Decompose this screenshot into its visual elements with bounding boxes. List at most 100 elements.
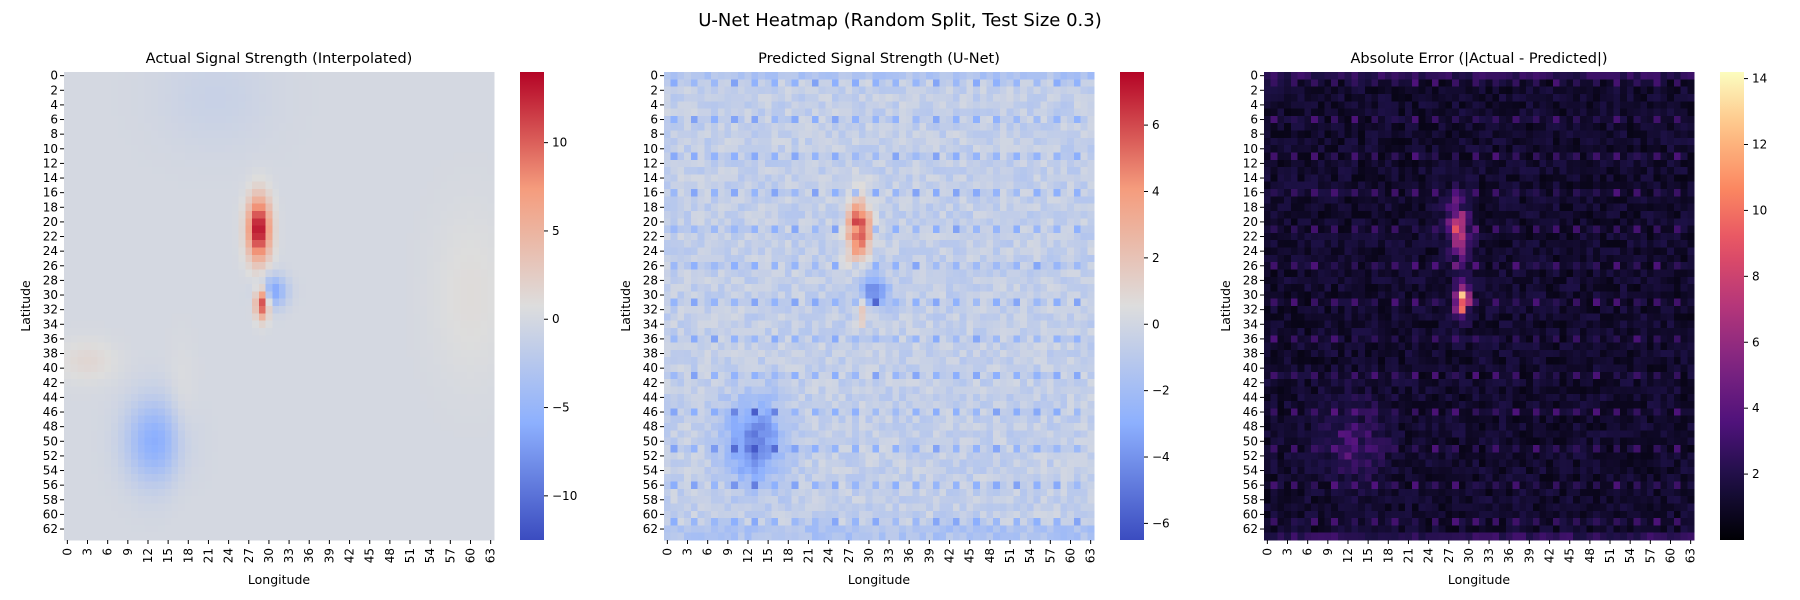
- y-tick-label: 6: [50, 113, 58, 127]
- heatmap-cell: [111, 108, 119, 117]
- heatmap-cell: [480, 254, 488, 263]
- heatmap-cell: [64, 79, 72, 88]
- heatmap-cell: [932, 115, 940, 124]
- heatmap-cell: [1067, 145, 1075, 153]
- heatmap-cell: [111, 86, 119, 95]
- heatmap-cell: [191, 335, 199, 343]
- heatmap-cell: [77, 481, 85, 490]
- heatmap-cell: [258, 510, 266, 519]
- heatmap-cell: [339, 203, 347, 212]
- heatmap-cell: [238, 130, 246, 139]
- heatmap-cell: [144, 108, 152, 117]
- heatmap-cell: [238, 474, 246, 482]
- heatmap-cell: [386, 423, 394, 431]
- heatmap-cell: [279, 488, 287, 497]
- heatmap-cell: [487, 276, 495, 285]
- heatmap-cell: [453, 430, 461, 439]
- heatmap-cell: [90, 430, 98, 439]
- heatmap-cell: [252, 93, 260, 102]
- heatmap-cell: [164, 203, 172, 212]
- heatmap-cell: [299, 284, 307, 292]
- heatmap-cell: [453, 496, 461, 504]
- heatmap-cell: [386, 137, 394, 146]
- heatmap-cell: [339, 86, 347, 95]
- heatmap-cell: [252, 408, 260, 417]
- heatmap-cell: [831, 108, 840, 117]
- heatmap-cell: [279, 189, 287, 197]
- heatmap-cell: [90, 342, 98, 351]
- heatmap-cell: [164, 474, 172, 482]
- heatmap-cell: [151, 496, 159, 504]
- heatmap-cell: [339, 459, 347, 468]
- heatmap-cell: [993, 130, 1001, 139]
- heatmap-cell: [171, 357, 179, 365]
- heatmap-cell: [279, 130, 287, 139]
- heatmap-cell: [205, 254, 213, 263]
- heatmap-cell: [393, 532, 401, 541]
- heatmap-cell: [704, 123, 712, 131]
- heatmap-cell: [885, 152, 893, 161]
- heatmap-cell: [399, 232, 408, 241]
- heatmap-cell: [90, 335, 98, 343]
- heatmap-cell: [433, 196, 441, 205]
- heatmap-cell: [84, 137, 92, 146]
- heatmap-cell: [211, 335, 219, 343]
- heatmap-cell: [899, 108, 907, 117]
- heatmap-cell: [292, 532, 300, 541]
- heatmap-cell: [84, 444, 92, 453]
- heatmap-cell: [352, 386, 361, 395]
- heatmap-cell: [366, 401, 374, 409]
- heatmap-cell: [131, 306, 139, 314]
- heatmap-cell: [433, 232, 441, 241]
- heatmap-cell: [164, 115, 172, 124]
- heatmap-cell: [151, 481, 159, 490]
- heatmap-cell: [1040, 93, 1048, 102]
- heatmap-cell: [332, 481, 340, 490]
- heatmap-cell: [453, 320, 461, 329]
- heatmap-cell: [319, 320, 327, 329]
- heatmap-cell: [272, 196, 280, 205]
- heatmap-cell: [104, 167, 112, 175]
- heatmap-cell: [218, 86, 226, 95]
- heatmap-cell: [218, 313, 226, 322]
- heatmap-cell: [285, 115, 293, 124]
- heatmap-cell: [144, 93, 152, 102]
- heatmap-cell: [272, 115, 280, 124]
- heatmap-cell: [346, 93, 354, 102]
- heatmap-cell: [305, 444, 313, 453]
- heatmap-cell: [258, 108, 266, 117]
- heatmap-cell: [346, 210, 354, 219]
- heatmap-cell: [279, 232, 287, 241]
- heatmap-cell: [84, 437, 92, 446]
- heatmap-cell: [252, 510, 260, 519]
- heatmap-cell: [393, 218, 401, 226]
- heatmap-cell: [784, 152, 793, 161]
- heatmap-cell: [231, 452, 240, 460]
- heatmap-cell: [111, 335, 119, 343]
- heatmap-cell: [164, 488, 172, 497]
- heatmap-cell: [359, 196, 367, 205]
- heatmap-cell: [77, 137, 85, 146]
- heatmap-cell: [359, 313, 367, 322]
- heatmap-cell: [480, 488, 488, 497]
- heatmap-cell: [339, 232, 347, 241]
- heatmap-cell: [97, 408, 105, 417]
- heatmap-cell: [399, 459, 408, 468]
- heatmap-cell: [926, 145, 934, 153]
- heatmap-cell: [305, 320, 313, 329]
- heatmap-cell: [339, 115, 347, 124]
- y-tick-label: 12: [43, 156, 58, 170]
- heatmap-cell: [460, 525, 468, 534]
- heatmap-cell: [171, 342, 179, 351]
- heatmap-cell: [751, 137, 759, 146]
- heatmap-cell: [460, 349, 468, 358]
- heatmap-cell: [245, 79, 253, 88]
- heatmap-cell: [1053, 137, 1061, 146]
- heatmap-cell: [164, 101, 172, 109]
- heatmap-cell: [77, 189, 85, 197]
- heatmap-cell: [111, 115, 119, 124]
- heatmap-cell: [818, 72, 826, 80]
- heatmap-cell: [737, 145, 746, 153]
- heatmap-cell: [487, 174, 495, 183]
- heatmap-cell: [245, 159, 253, 168]
